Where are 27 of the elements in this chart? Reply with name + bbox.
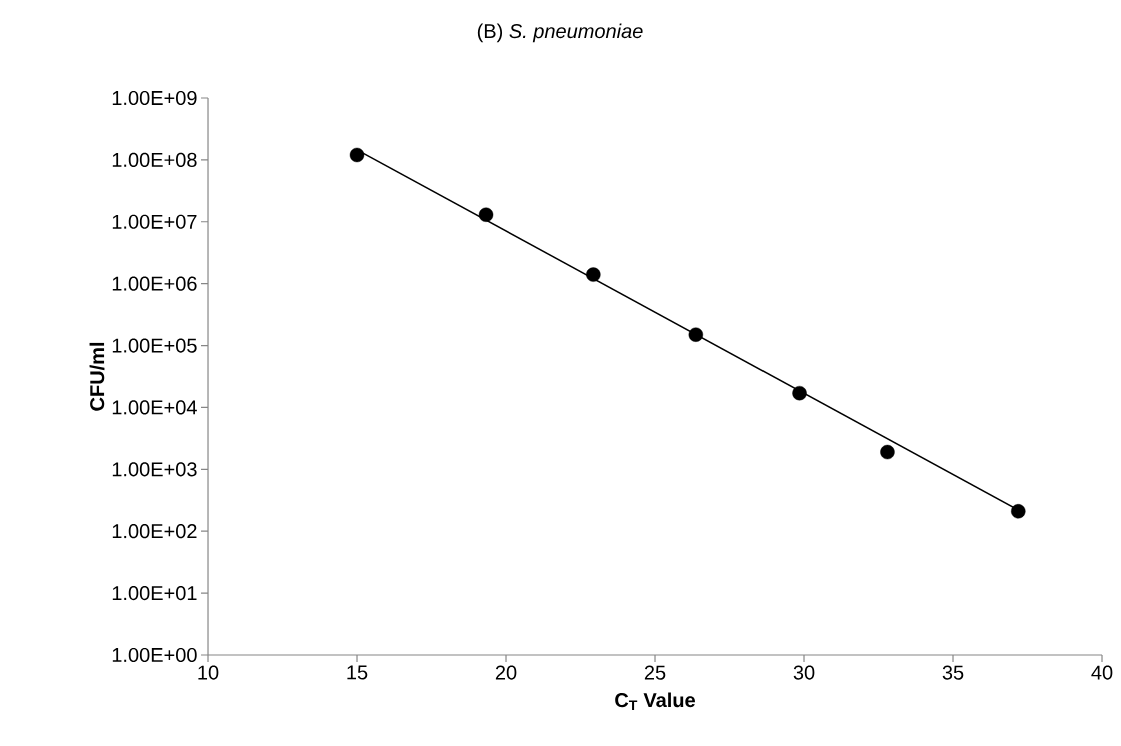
y-tick-label: 1.00E+04 [112, 400, 197, 415]
y-axis-title: CFU/ml [89, 342, 105, 411]
y-tick-label: 1.00E+06 [112, 276, 197, 291]
y-tick-label: 1.00E+03 [112, 462, 197, 477]
y-tick-label: 1.00E+07 [112, 214, 197, 229]
x-tick-label: 35 [942, 665, 964, 680]
point [1011, 504, 1026, 519]
point [349, 147, 365, 163]
y-tick-label: 1.00E+09 [112, 90, 197, 106]
x-tick-label: 10 [198, 665, 219, 680]
x-axis-title: C$_{T}$ Value [615, 692, 695, 711]
x-tick-label: 25 [644, 665, 666, 680]
y-tick-label: 1.00E+01 [112, 586, 197, 601]
point [880, 444, 895, 460]
point [586, 267, 601, 282]
point [688, 327, 704, 342]
y-tick-label: 1.00E+08 [112, 152, 197, 167]
y-tick-label: 1.00E+05 [112, 338, 197, 353]
point [792, 385, 807, 401]
point [478, 207, 494, 222]
x-tick-label: 40 [1091, 665, 1113, 680]
y-tick-label: 1.00E+02 [112, 524, 197, 539]
x-tick-label: 20 [495, 665, 517, 680]
chart-title: (B) S. pneumoniae [477, 23, 643, 43]
x-tick-label: 15 [347, 665, 368, 680]
y-tick-label: 1.00E+00 [112, 647, 197, 663]
x-tick-label: 30 [793, 665, 815, 680]
